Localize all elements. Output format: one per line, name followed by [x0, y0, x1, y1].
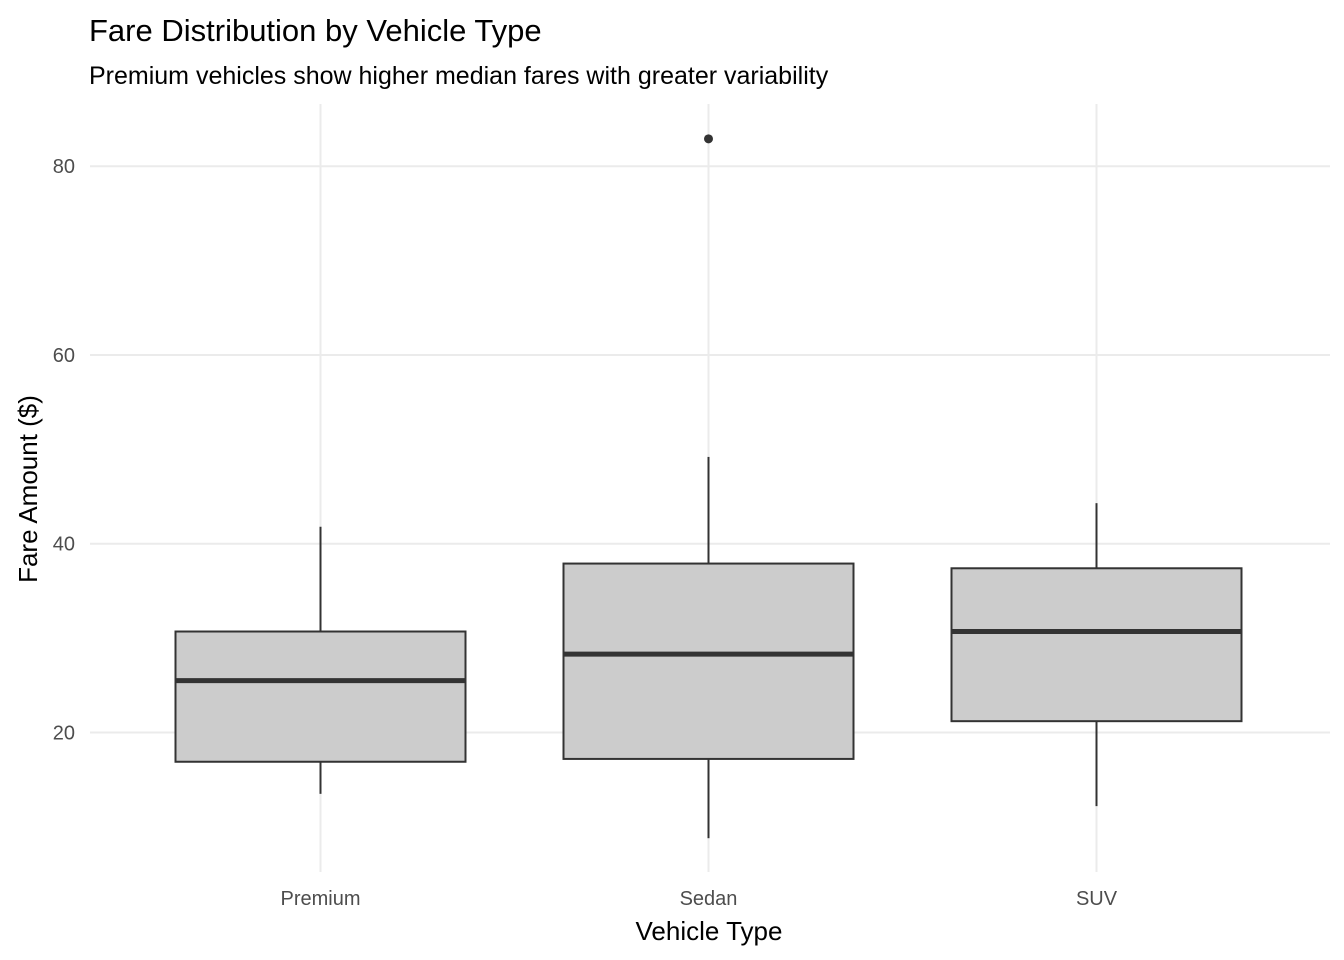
- y-axis-title: Fare Amount ($): [13, 395, 43, 583]
- iqr-box-suv: [950, 567, 1243, 723]
- outlier-point-sedan-0: [704, 134, 713, 144]
- x-tick-label-suv: SUV: [1076, 888, 1118, 910]
- box-premium: [174, 526, 467, 794]
- x-axis-title: Vehicle Type: [636, 916, 783, 946]
- box-suv: [950, 503, 1243, 807]
- box-sedan: [562, 134, 855, 839]
- iqr-box-sedan: [562, 562, 855, 760]
- x-tick-label-sedan: Sedan: [680, 888, 738, 910]
- y-axis-ticks: 20 40 60 80: [53, 156, 75, 744]
- y-tick-label-40: 40: [53, 534, 75, 556]
- y-tick-label-20: 20: [53, 723, 75, 745]
- box-plots: [174, 134, 1243, 839]
- iqr-box-premium: [174, 630, 467, 763]
- chart-title: Fare Distribution by Vehicle Type: [89, 13, 542, 48]
- chart-subtitle: Premium vehicles show higher median fare…: [89, 62, 829, 90]
- y-tick-label-80: 80: [53, 156, 75, 178]
- y-tick-label-60: 60: [53, 345, 75, 367]
- x-axis-ticks: Premium Sedan SUV: [280, 888, 1117, 910]
- x-tick-label-premium: Premium: [280, 888, 360, 910]
